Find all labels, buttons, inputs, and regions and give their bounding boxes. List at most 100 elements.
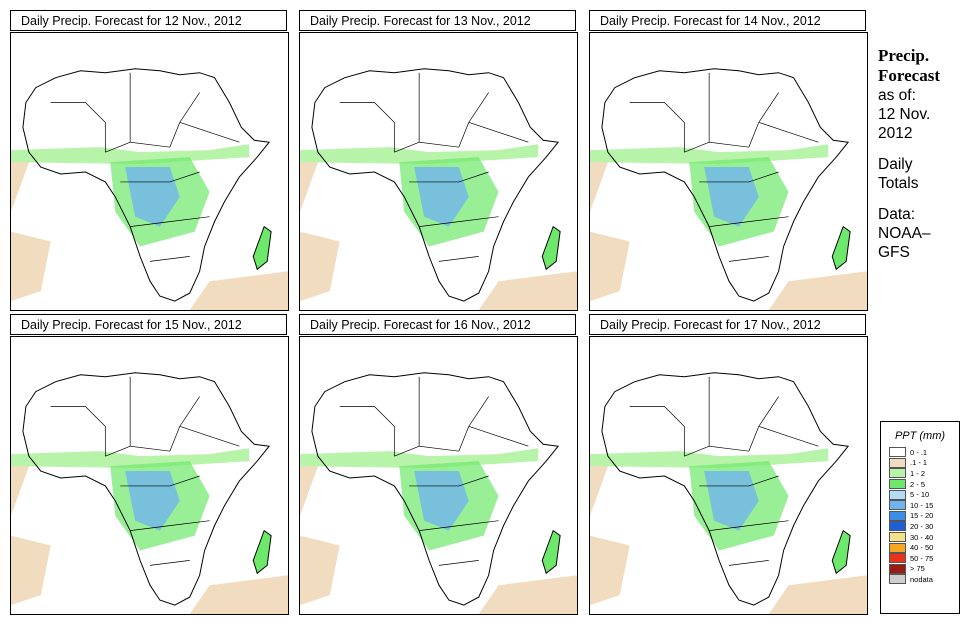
legend-item: 50 - 75	[881, 553, 959, 564]
forecast-panel: Daily Precip. Forecast for 14 Nov., 2012	[589, 10, 868, 312]
asof-label: as of:	[878, 87, 916, 104]
legend-item: 1 - 2	[881, 468, 959, 479]
legend-swatch	[889, 521, 906, 532]
product-title-line1: Precip.	[878, 46, 930, 65]
legend-item: 15 - 20	[881, 510, 959, 522]
legend-item: 10 - 15	[881, 500, 959, 511]
legend-label: 10 - 15	[910, 500, 934, 510]
legend-swatch	[889, 500, 906, 511]
legend-label: 2 - 5	[910, 479, 926, 489]
panel-title: Daily Precip. Forecast for 15 Nov., 2012	[10, 314, 287, 335]
legend-swatch	[889, 447, 906, 458]
forecast-panel: Daily Precip. Forecast for 17 Nov., 2012	[589, 314, 868, 616]
madagascar	[252, 529, 272, 575]
legend-item: 30 - 40	[881, 532, 959, 543]
light-rain-area	[300, 456, 577, 614]
legend-label: 15 - 20	[910, 511, 934, 521]
legend-item: 0 - .1	[881, 447, 959, 458]
light-rain-area	[590, 152, 867, 310]
legend-item: > 75	[881, 563, 959, 575]
forecast-panel: Daily Precip. Forecast for 16 Nov., 2012	[299, 314, 578, 616]
precip-map	[299, 32, 578, 311]
legend-item: 40 - 50	[881, 542, 959, 553]
coastline	[22, 372, 271, 606]
legend-label: 1 - 2	[910, 468, 926, 478]
legend-label: 50 - 75	[910, 553, 934, 563]
legend-label: 0 - .1	[910, 447, 928, 457]
precip-map	[10, 32, 289, 311]
legend-label: 20 - 30	[910, 521, 934, 531]
light-rain-area	[11, 152, 288, 310]
madagascar	[541, 225, 561, 271]
africa-map	[11, 337, 288, 614]
precip-map	[10, 336, 289, 615]
product-title-line2: Forecast	[878, 66, 940, 85]
legend-swatch	[889, 489, 906, 500]
country-borders	[339, 376, 529, 566]
legend-title: PPT (mm)	[894, 430, 946, 442]
madagascar	[252, 225, 272, 271]
source-line3: GFS	[878, 244, 910, 261]
africa-map	[300, 337, 577, 614]
legend-label: 5 - 10	[910, 490, 930, 500]
map-description: Precip. Forecast as of: 12 Nov. 2012 Dai…	[878, 46, 963, 262]
coastline	[311, 372, 560, 606]
asof-date-line2: 2012	[878, 125, 913, 142]
panel-title: Daily Precip. Forecast for 12 Nov., 2012	[10, 10, 287, 31]
coastline	[22, 68, 271, 302]
africa-map	[590, 33, 867, 310]
panel-title: Daily Precip. Forecast for 17 Nov., 2012	[589, 314, 866, 335]
country-borders	[629, 72, 819, 262]
africa-map	[11, 33, 288, 310]
coastline	[311, 68, 560, 302]
legend-item: nodata	[881, 574, 959, 585]
legend-label: 40 - 50	[910, 543, 934, 553]
country-borders	[339, 72, 529, 262]
light-rain-area	[11, 456, 288, 614]
precip-map	[299, 336, 578, 615]
country-borders	[50, 376, 240, 566]
country-borders	[629, 376, 819, 566]
source-line2: NOAA–	[878, 225, 931, 242]
totals-line1: Daily	[878, 156, 913, 173]
legend-item: 20 - 30	[881, 521, 959, 532]
legend-swatch	[889, 563, 906, 574]
legend-label: .1 - 1	[910, 458, 928, 468]
legend-swatch	[889, 542, 906, 553]
coastline	[601, 68, 850, 302]
totals-line2: Totals	[878, 175, 919, 192]
legend-item: .1 - 1	[881, 457, 959, 469]
asof-date-line1: 12 Nov.	[878, 106, 931, 123]
africa-map	[590, 337, 867, 614]
legend-swatch	[889, 479, 906, 490]
precip-map	[589, 32, 868, 311]
legend-label: > 75	[910, 564, 925, 574]
source-line1: Data:	[878, 206, 916, 223]
africa-map	[300, 33, 577, 310]
legend-swatch	[889, 468, 906, 479]
precip-map	[589, 336, 868, 615]
legend-label: 30 - 40	[910, 532, 934, 542]
legend-swatch	[889, 510, 906, 521]
panel-title: Daily Precip. Forecast for 16 Nov., 2012	[299, 314, 576, 335]
legend-item: 2 - 5	[881, 479, 959, 490]
madagascar	[831, 529, 851, 575]
coastline	[601, 372, 850, 606]
forecast-panel: Daily Precip. Forecast for 13 Nov., 2012	[299, 10, 578, 312]
light-rain-area	[590, 456, 867, 614]
legend-swatch	[889, 574, 906, 585]
madagascar	[831, 225, 851, 271]
forecast-panel: Daily Precip. Forecast for 12 Nov., 2012	[10, 10, 289, 312]
light-rain-area	[300, 152, 577, 310]
panel-title: Daily Precip. Forecast for 14 Nov., 2012	[589, 10, 866, 31]
legend-swatch	[889, 532, 906, 543]
panel-title: Daily Precip. Forecast for 13 Nov., 2012	[299, 10, 576, 31]
legend-item: 5 - 10	[881, 489, 959, 500]
legend-swatch	[889, 553, 906, 564]
country-borders	[50, 72, 240, 262]
legend-label: nodata	[910, 574, 933, 584]
legend-swatch	[889, 457, 906, 468]
madagascar	[541, 529, 561, 575]
forecast-panel: Daily Precip. Forecast for 15 Nov., 2012	[10, 314, 289, 616]
